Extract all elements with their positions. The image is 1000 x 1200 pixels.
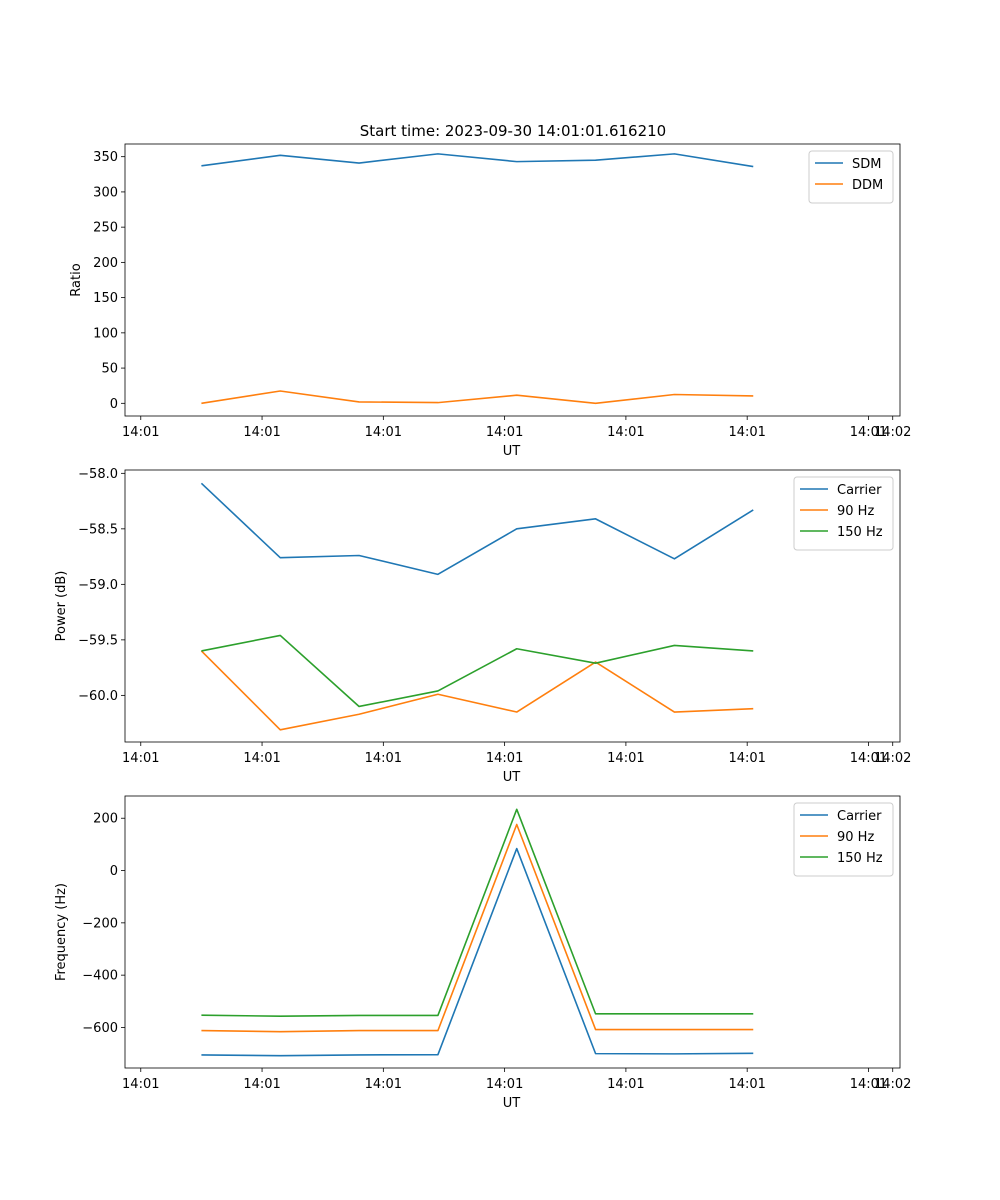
legend-label: DDM xyxy=(852,178,883,193)
series-line-carrier xyxy=(201,847,754,1057)
x-tick-label: 14:01 xyxy=(365,1077,402,1092)
x-tick-label: 14:02 xyxy=(874,425,911,440)
legend-label: 90 Hz xyxy=(837,504,874,519)
y-tick-label: −200 xyxy=(82,916,118,931)
series-line-sdm xyxy=(201,153,754,168)
x-tick-label: 14:01 xyxy=(243,1077,280,1092)
x-tick-label: 14:01 xyxy=(850,751,887,766)
x-tick-label: 14:01 xyxy=(607,1077,644,1092)
y-tick-label: 250 xyxy=(93,221,118,236)
x-tick-label: 14:01 xyxy=(122,1077,159,1092)
y-tick-label: 100 xyxy=(93,326,118,341)
chart-panel-2: 14:01 14:01 14:01 14:01 14:01 14:01 14:0114:02… xyxy=(54,467,911,785)
y-tick-label: 200 xyxy=(93,812,118,827)
legend-label: 150 Hz xyxy=(837,851,883,866)
x-tick-label: 14:01 xyxy=(607,425,644,440)
legend-label: Carrier xyxy=(837,809,882,824)
y-tick-label: −600 xyxy=(82,1021,118,1036)
legend-label: 150 Hz xyxy=(837,525,883,540)
legend: Carrier 90 Hz 150 Hz xyxy=(793,802,894,877)
y-tick-label: 0 xyxy=(110,397,118,412)
y-axis-label: Frequency (Hz) xyxy=(54,883,69,981)
x-tick-label: 14:01 xyxy=(728,1077,765,1092)
legend-box xyxy=(808,150,894,204)
x-tick-label: 14:01 xyxy=(486,425,523,440)
legend-label: Carrier xyxy=(837,483,882,498)
chart-panel-3: 14:01 14:01 14:01 14:01 14:01 14:01 14:0114:02… xyxy=(54,795,911,1111)
plot-frame xyxy=(124,143,901,417)
y-tick-label: −58.0 xyxy=(78,467,118,482)
plot-frame xyxy=(124,795,901,1069)
x-tick-label: 14:01 xyxy=(486,751,523,766)
legend: SDM DDM xyxy=(808,150,894,204)
x-tick-label: 14:01 xyxy=(122,425,159,440)
x-axis-label: UT xyxy=(503,1096,521,1111)
chart-panel-1: 14:01 14:01 14:01 14:01 14:01 14:01 14:0114:02… xyxy=(69,143,911,459)
series-line-150-hz xyxy=(201,634,754,708)
y-tick-label: −59.0 xyxy=(78,578,118,593)
series-line-90-hz xyxy=(200,650,754,731)
y-tick-label: 50 xyxy=(101,362,118,377)
y-tick-label: −400 xyxy=(82,969,118,984)
x-tick-label: 14:01 xyxy=(365,425,402,440)
x-axis-label: UT xyxy=(503,444,521,459)
x-axis-label: UT xyxy=(503,770,521,785)
y-axis-label: Ratio xyxy=(69,263,84,296)
x-tick-label: 14:01 xyxy=(728,425,765,440)
legend: Carrier 90 Hz 150 Hz xyxy=(793,476,894,551)
figure-title: Start time: 2023-09-30 14:01:01.616210 xyxy=(360,122,666,140)
legend-label: 90 Hz xyxy=(837,830,874,845)
y-tick-label: 0 xyxy=(110,864,118,879)
panels: 14:01 14:01 14:01 14:01 14:01 14:01 14:0114:02… xyxy=(54,143,911,1111)
x-tick-label: 14:01 xyxy=(850,1077,887,1092)
x-tick-label: 14:01 xyxy=(607,751,644,766)
x-tick-label: 14:01 xyxy=(243,425,280,440)
y-tick-label: −58.5 xyxy=(78,522,118,537)
plot-frame xyxy=(124,469,901,743)
y-tick-label: 150 xyxy=(93,291,118,306)
x-tick-label: 14:01 xyxy=(486,1077,523,1092)
x-tick-label: 14:02 xyxy=(874,751,911,766)
y-axis-label: Power (dB) xyxy=(54,571,69,642)
x-tick-label: 14:01 xyxy=(728,751,765,766)
series-line-150-hz xyxy=(201,808,754,1018)
legend-label: SDM xyxy=(852,157,881,172)
series-line-90-hz xyxy=(201,823,754,1033)
series-line-carrier xyxy=(200,482,754,576)
y-tick-label: 200 xyxy=(93,256,118,271)
x-tick-label: 14:02 xyxy=(874,1077,911,1092)
y-tick-label: 350 xyxy=(93,150,118,165)
y-tick-label: −59.5 xyxy=(78,633,118,648)
y-tick-label: 300 xyxy=(93,185,118,200)
x-tick-label: 14:01 xyxy=(850,425,887,440)
x-tick-label: 14:01 xyxy=(243,751,280,766)
series-line-ddm xyxy=(201,390,754,405)
x-tick-label: 14:01 xyxy=(122,751,159,766)
x-tick-label: 14:01 xyxy=(365,751,402,766)
y-tick-label: −60.0 xyxy=(78,689,118,704)
